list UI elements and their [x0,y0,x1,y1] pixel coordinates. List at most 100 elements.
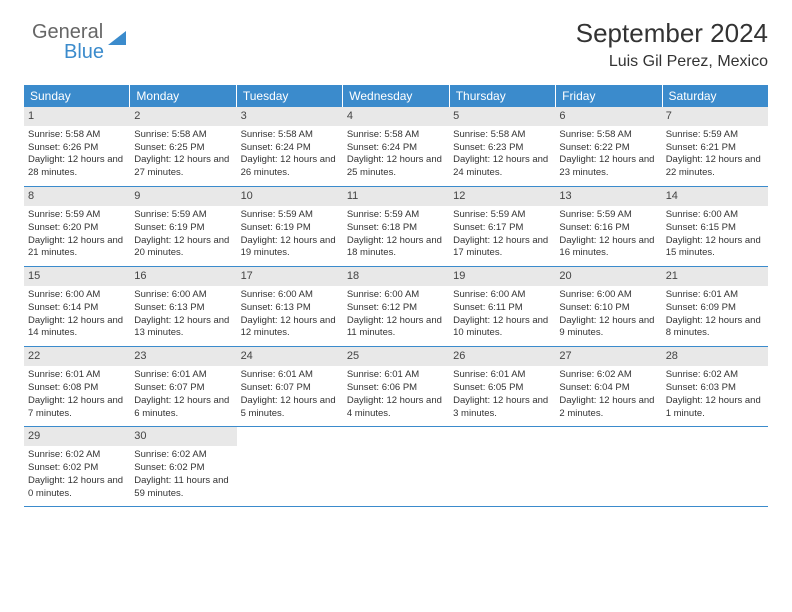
calendar-day-cell: 25Sunrise: 6:01 AMSunset: 6:06 PMDayligh… [343,347,449,426]
day-number: 27 [555,347,661,366]
calendar-day-cell: 1Sunrise: 5:58 AMSunset: 6:26 PMDaylight… [24,107,130,186]
calendar-day-cell: 11 Sunrise: 5:59 AMSunset: 6:18 PMDayligh… [343,187,449,266]
sunset-line: Sunset: 6:23 PM [453,142,551,155]
weekday-header-row: SundayMondayTuesdayWednesdayThursdayFrid… [24,85,768,107]
page-header: September 2024 Luis Gil Perez, Mexico [24,18,768,71]
sunrise-line: Sunrise: 5:59 AM [134,209,232,222]
daylight-line: Daylight: 12 hours and 14 minutes. [28,315,126,341]
calendar-day-cell: 13Sunrise: 5:59 AMSunset: 6:16 PMDayligh… [555,187,661,266]
day-number: 11 [343,187,449,206]
sunrise-line: Sunrise: 6:01 AM [241,369,339,382]
weekday-header: Tuesday [237,85,343,107]
sunrise-line: Sunrise: 6:01 AM [134,369,232,382]
day-number: 9 [130,187,236,206]
daylight-line: Daylight: 12 hours and 12 minutes. [241,315,339,341]
sunrise-line: Sunrise: 5:59 AM [453,209,551,222]
sunset-line: Sunset: 6:13 PM [134,302,232,315]
weekday-header: Thursday [450,85,556,107]
calendar-day-cell: 20Sunrise: 6:00 AMSunset: 6:10 PMDayligh… [555,267,661,346]
daylight-line: Daylight: 12 hours and 27 minutes. [134,154,232,180]
sunset-line: Sunset: 6:05 PM [453,382,551,395]
calendar-day-cell: 21Sunrise: 6:01 AMSunset: 6:09 PMDayligh… [662,267,768,346]
sunset-line: Sunset: 6:21 PM [666,142,764,155]
sunset-line: Sunset: 6:07 PM [134,382,232,395]
sunrise-line: Sunrise: 5:58 AM [347,129,445,142]
logo-triangle-icon [108,31,126,45]
day-number: 28 [662,347,768,366]
sunrise-line: Sunrise: 6:01 AM [347,369,445,382]
calendar-day-cell [343,427,449,506]
daylight-line: Daylight: 12 hours and 18 minutes. [347,235,445,261]
day-number: 21 [662,267,768,286]
page-location: Luis Gil Perez, Mexico [24,53,768,71]
daylight-line: Daylight: 12 hours and 3 minutes. [453,395,551,421]
calendar-day-cell: 24Sunrise: 6:01 AMSunset: 6:07 PMDayligh… [237,347,343,426]
calendar-body: 1Sunrise: 5:58 AMSunset: 6:26 PMDaylight… [24,107,768,507]
calendar-day-cell: 23Sunrise: 6:01 AMSunset: 6:07 PMDayligh… [130,347,236,426]
daylight-line: Daylight: 12 hours and 15 minutes. [666,235,764,261]
calendar-day-cell: 7Sunrise: 5:59 AMSunset: 6:21 PMDaylight… [662,107,768,186]
calendar-day-cell: 17 Sunrise: 6:00 AMSunset: 6:13 PMDayligh… [237,267,343,346]
sunrise-line: Sunrise: 6:02 AM [666,369,764,382]
sunset-line: Sunset: 6:14 PM [28,302,126,315]
sunrise-line: Sunrise: 5:59 AM [347,209,445,222]
daylight-line: Daylight: 12 hours and 1 minute. [666,395,764,421]
sunrise-line: Sunrise: 5:58 AM [134,129,232,142]
sunset-line: Sunset: 6:10 PM [559,302,657,315]
day-number: 17 [237,267,343,286]
sunrise-line: Sunrise: 6:00 AM [241,289,339,302]
brand-logo: General Blue [32,22,126,62]
sunset-line: Sunset: 6:25 PM [134,142,232,155]
day-number: 15 [24,267,130,286]
sunset-line: Sunset: 6:13 PM [241,302,339,315]
calendar-day-cell: 28Sunrise: 6:02 AMSunset: 6:03 PMDayligh… [662,347,768,426]
daylight-line: Daylight: 12 hours and 22 minutes. [666,154,764,180]
weekday-header: Saturday [663,85,768,107]
daylight-line: Daylight: 12 hours and 28 minutes. [28,154,126,180]
sunrise-line: Sunrise: 6:02 AM [559,369,657,382]
sunset-line: Sunset: 6:02 PM [134,462,232,475]
day-number: 4 [343,107,449,126]
calendar-week: 29Sunrise: 6:02 AMSunset: 6:02 PMDayligh… [24,427,768,507]
calendar-day-cell: 12Sunrise: 5:59 AMSunset: 6:17 PMDayligh… [449,187,555,266]
daylight-line: Daylight: 12 hours and 8 minutes. [666,315,764,341]
daylight-line: Daylight: 12 hours and 5 minutes. [241,395,339,421]
day-number: 12 [449,187,555,206]
daylight-line: Daylight: 12 hours and 25 minutes. [347,154,445,180]
daylight-line: Daylight: 12 hours and 23 minutes. [559,154,657,180]
sunrise-line: Sunrise: 6:00 AM [559,289,657,302]
day-number: 30 [130,427,236,446]
calendar-week: 15Sunrise: 6:00 AMSunset: 6:14 PMDayligh… [24,267,768,347]
sunrise-line: Sunrise: 6:02 AM [134,449,232,462]
calendar-day-cell: 2Sunrise: 5:58 AMSunset: 6:25 PMDaylight… [130,107,236,186]
logo-text-right: Blue [32,42,104,62]
sunset-line: Sunset: 6:18 PM [347,222,445,235]
calendar-day-cell [237,427,343,506]
daylight-line: Daylight: 12 hours and 16 minutes. [559,235,657,261]
calendar-day-cell: 30Sunrise: 6:02 AMSunset: 6:02 PMDayligh… [130,427,236,506]
calendar-day-cell [555,427,661,506]
daylight-line: Daylight: 12 hours and 20 minutes. [134,235,232,261]
calendar-week: 1Sunrise: 5:58 AMSunset: 6:26 PMDaylight… [24,107,768,187]
calendar-day-cell: 10Sunrise: 5:59 AMSunset: 6:19 PMDayligh… [237,187,343,266]
day-number: 22 [24,347,130,366]
calendar-day-cell: 29Sunrise: 6:02 AMSunset: 6:02 PMDayligh… [24,427,130,506]
sunrise-line: Sunrise: 5:58 AM [28,129,126,142]
sunrise-line: Sunrise: 6:00 AM [453,289,551,302]
day-number: 29 [24,427,130,446]
sunrise-line: Sunrise: 6:00 AM [666,209,764,222]
calendar-day-cell: 16Sunrise: 6:00 AMSunset: 6:13 PMDayligh… [130,267,236,346]
calendar-day-cell: 19Sunrise: 6:00 AMSunset: 6:11 PMDayligh… [449,267,555,346]
weekday-header: Sunday [24,85,130,107]
sunrise-line: Sunrise: 6:00 AM [134,289,232,302]
sunset-line: Sunset: 6:16 PM [559,222,657,235]
daylight-line: Daylight: 12 hours and 13 minutes. [134,315,232,341]
sunrise-line: Sunrise: 6:01 AM [666,289,764,302]
weekday-header: Monday [130,85,236,107]
day-number: 10 [237,187,343,206]
sunrise-line: Sunrise: 5:59 AM [666,129,764,142]
sunset-line: Sunset: 6:07 PM [241,382,339,395]
daylight-line: Daylight: 12 hours and 4 minutes. [347,395,445,421]
daylight-line: Daylight: 12 hours and 7 minutes. [28,395,126,421]
day-number: 8 [24,187,130,206]
